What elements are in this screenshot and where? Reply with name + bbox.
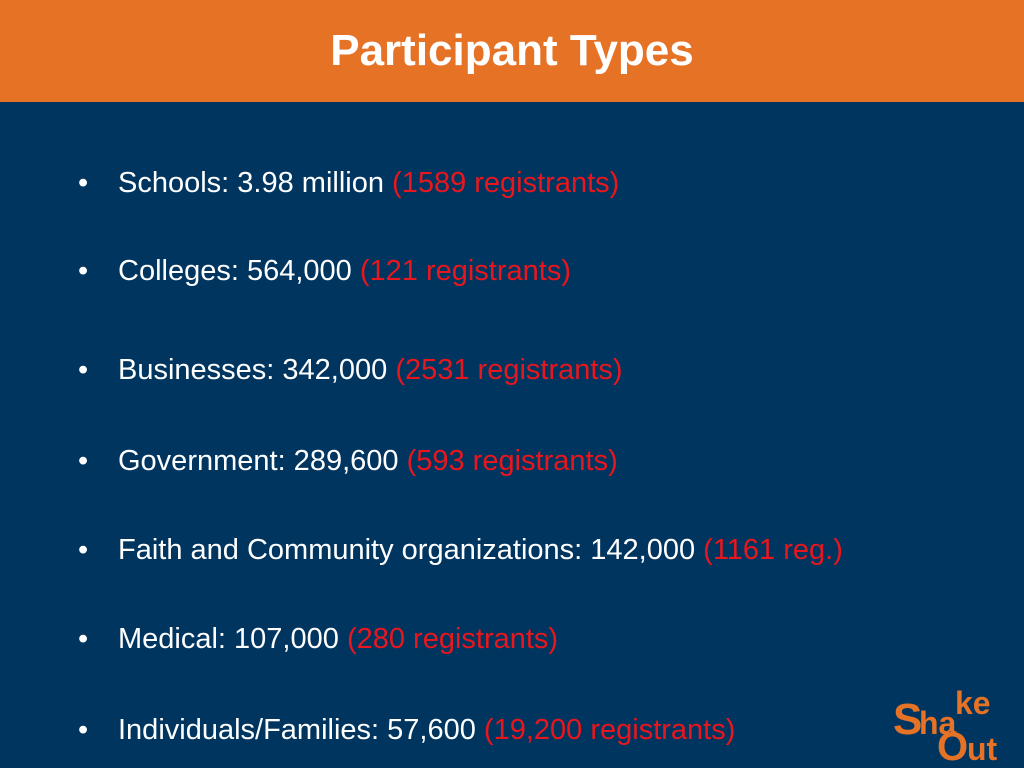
- logo-ha: ha: [919, 705, 957, 741]
- title-bar: [0, 0, 1024, 102]
- item-main-text: Faith and Community organizations: 142,0…: [118, 534, 704, 566]
- item-registrants: (1161 reg.): [703, 534, 843, 566]
- item-registrants: (1589 registrants): [392, 167, 620, 199]
- logo-ut: ut: [967, 731, 998, 762]
- item-registrants: (19,200 registrants): [483, 714, 736, 746]
- bullet-icon: •: [78, 534, 89, 566]
- item-main-text: Businesses: 342,000: [118, 354, 396, 386]
- logo-s: S: [893, 695, 922, 744]
- bullet-icon: •: [78, 623, 89, 655]
- list-item: • Businesses: 342,000 (2531 registrants): [78, 352, 623, 388]
- bullet-icon: •: [78, 354, 89, 386]
- shakeout-logo: S ha ke O ut: [893, 686, 998, 762]
- item-main-text: Individuals/Families: 57,600: [118, 714, 484, 746]
- list-item: • Government: 289,600 (593 registrants): [78, 443, 618, 479]
- item-main-text: Government: 289,600: [118, 445, 407, 477]
- list-item: • Colleges: 564,000 (121 registrants): [78, 253, 571, 289]
- bullet-icon: •: [78, 445, 89, 477]
- bullet-icon: •: [78, 167, 89, 199]
- list-item: • Medical: 107,000 (280 registrants): [78, 621, 558, 657]
- logo-o: O: [937, 725, 968, 762]
- list-item: • Schools: 3.98 million (1589 registrants…: [78, 165, 619, 201]
- page-title: Participant Types: [330, 26, 694, 75]
- list-item: • Individuals/Families: 57,600 (19,200 re…: [78, 712, 735, 748]
- bullet-icon: •: [78, 255, 89, 287]
- item-registrants: (280 registrants): [346, 623, 559, 655]
- item-registrants: (2531 registrants): [395, 354, 623, 386]
- bullet-icon: •: [78, 714, 89, 746]
- item-registrants: (121 registrants): [359, 255, 571, 287]
- list-item: • Faith and Community organizations: 142,…: [78, 532, 843, 568]
- item-main-text: Schools: 3.98 million: [118, 167, 393, 199]
- item-registrants: (593 registrants): [406, 445, 618, 477]
- logo-ke: ke: [955, 686, 991, 721]
- item-main-text: Medical: 107,000: [118, 623, 347, 655]
- item-main-text: Colleges: 564,000: [118, 255, 360, 287]
